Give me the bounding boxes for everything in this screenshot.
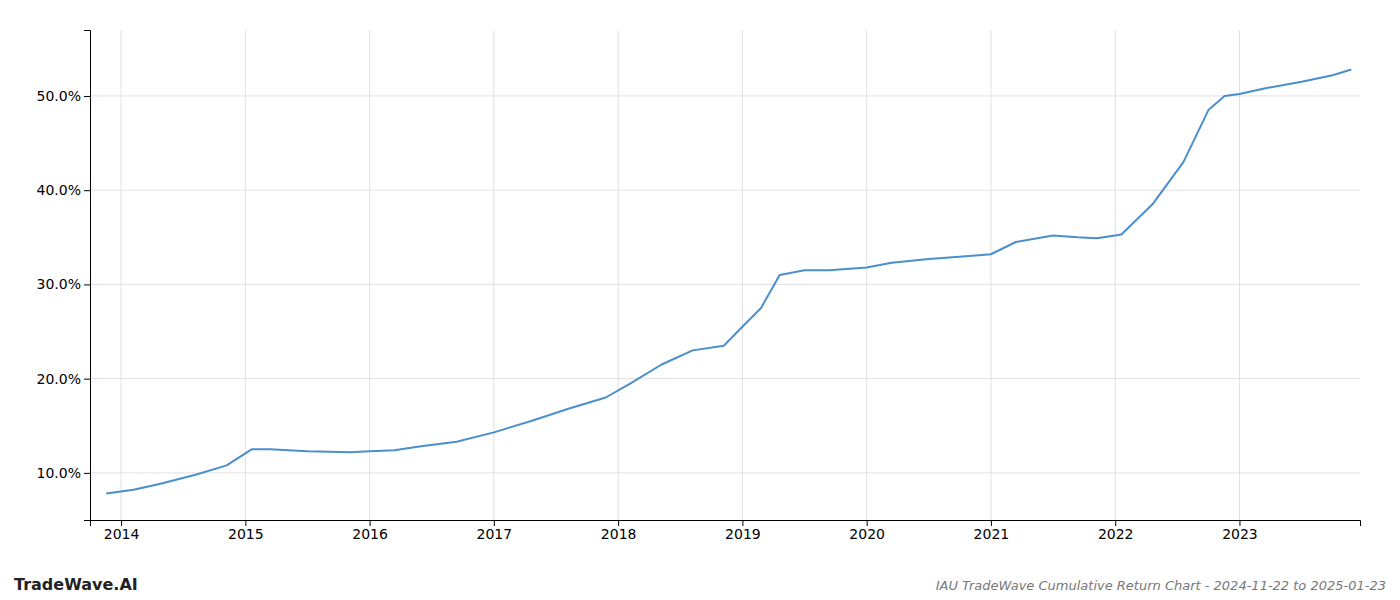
x-tick-label: 2020 bbox=[849, 526, 885, 542]
grid-line bbox=[1115, 30, 1116, 520]
x-tick: 2017 bbox=[477, 520, 513, 542]
x-tick-label: 2018 bbox=[601, 526, 637, 542]
y-tick-label: 20.0% bbox=[37, 371, 81, 387]
plot-area: 2014 2015 2016 2017 2018 2019 2020 2021 2022 2023… bbox=[37, 30, 1361, 542]
y-tick-label: 10.0% bbox=[37, 465, 81, 481]
x-tick-label: 2019 bbox=[725, 526, 761, 542]
y-tick: 40.0% bbox=[37, 182, 90, 198]
grid-line bbox=[90, 378, 1360, 379]
grid-line bbox=[1239, 30, 1240, 520]
grid-line bbox=[90, 190, 1360, 191]
x-tick: 2021 bbox=[974, 520, 1010, 542]
y-axis-line bbox=[84, 31, 91, 521]
x-tick-label: 2015 bbox=[228, 526, 264, 542]
x-tick: 2016 bbox=[352, 520, 388, 542]
y-tick-mark bbox=[84, 379, 90, 380]
y-tick: 10.0% bbox=[37, 465, 90, 481]
marks bbox=[106, 70, 1351, 494]
x-tick: 2015 bbox=[228, 520, 264, 542]
watermark: TradeWave.AI bbox=[14, 575, 138, 594]
grid-line bbox=[90, 472, 1360, 473]
x-tick: 2020 bbox=[849, 520, 885, 542]
x-tick-label: 2021 bbox=[974, 526, 1010, 542]
x-tick-label: 2014 bbox=[104, 526, 140, 542]
chart: 2014 2015 2016 2017 2018 2019 2020 2021 2022 2023… bbox=[0, 0, 1400, 600]
y-tick-mark bbox=[84, 190, 90, 191]
y-tick-label: 40.0% bbox=[37, 182, 81, 198]
grid bbox=[90, 30, 1360, 520]
grid-line bbox=[90, 95, 1360, 96]
grid-line bbox=[990, 30, 991, 520]
x-tick-label: 2023 bbox=[1222, 526, 1258, 542]
grid-line bbox=[369, 30, 370, 520]
y-tick-mark bbox=[84, 96, 90, 97]
x-tick: 2018 bbox=[601, 520, 637, 542]
grid-line bbox=[493, 30, 494, 520]
x-tick: 2019 bbox=[725, 520, 761, 542]
x-tick-label: 2017 bbox=[477, 526, 513, 542]
y-tick-mark bbox=[84, 473, 90, 474]
y-axis: 10.0% 20.0% 30.0% 40.0% 50.0% bbox=[37, 31, 91, 521]
x-tick: 2022 bbox=[1098, 520, 1134, 542]
grid-line bbox=[742, 30, 743, 520]
grid-line bbox=[90, 284, 1360, 285]
x-tick: 2014 bbox=[104, 520, 140, 542]
grid-line bbox=[245, 30, 246, 520]
grid-line bbox=[618, 30, 619, 520]
y-tick-label: 50.0% bbox=[37, 88, 81, 104]
x-tick-label: 2016 bbox=[352, 526, 388, 542]
grid-line bbox=[121, 30, 122, 520]
x-tick: 2023 bbox=[1222, 520, 1258, 542]
grid-line bbox=[866, 30, 867, 520]
y-tick-label: 30.0% bbox=[37, 276, 81, 292]
line bbox=[106, 70, 1351, 494]
y-tick: 30.0% bbox=[37, 276, 90, 292]
y-tick: 50.0% bbox=[37, 88, 90, 104]
x-axis: 2014 2015 2016 2017 2018 2019 2020 2021 2022 2023 bbox=[91, 520, 1361, 542]
title: IAU TradeWave Cumulative Return Chart - … bbox=[936, 578, 1386, 593]
y-tick: 20.0% bbox=[37, 371, 90, 387]
y-tick-mark bbox=[84, 284, 90, 285]
x-tick-label: 2022 bbox=[1098, 526, 1134, 542]
